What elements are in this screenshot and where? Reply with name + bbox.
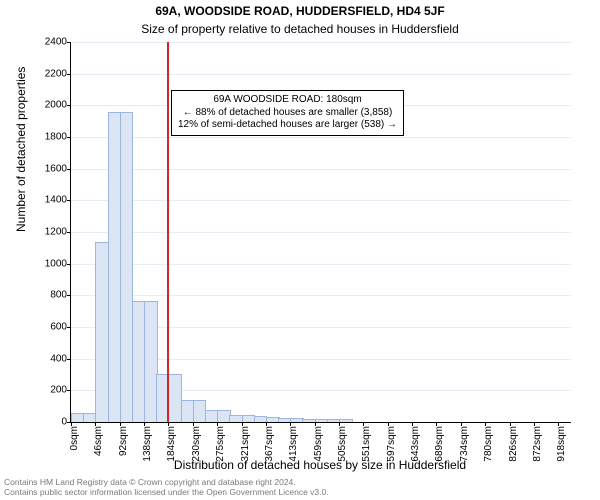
y-tick-label: 800: [50, 290, 67, 301]
x-tick-label: 597sqm: [386, 426, 397, 462]
chart-title: 69A, WOODSIDE ROAD, HUDDERSFIELD, HD4 5J…: [0, 4, 600, 18]
x-tick-label: 780sqm: [483, 426, 494, 462]
y-tick-mark: [67, 359, 71, 360]
y-tick-mark: [67, 390, 71, 391]
y-tick-label: 2200: [45, 68, 67, 79]
x-tick-label: 872sqm: [532, 426, 543, 462]
y-tick-mark: [67, 137, 71, 138]
gridline-h: [71, 200, 571, 201]
y-tick-label: 200: [50, 385, 67, 396]
reference-line: [167, 42, 169, 422]
y-tick-label: 600: [50, 322, 67, 333]
x-tick-label: 413sqm: [288, 426, 299, 462]
gridline-h: [71, 74, 571, 75]
y-axis-label: Number of detached properties: [14, 67, 28, 232]
annotation-line: 69A WOODSIDE ROAD: 180sqm: [178, 94, 397, 107]
x-tick-label: 46sqm: [93, 426, 104, 456]
annotation-box: 69A WOODSIDE ROAD: 180sqm ← 88% of detac…: [171, 90, 404, 136]
y-tick-mark: [67, 295, 71, 296]
y-tick-mark: [67, 264, 71, 265]
x-tick-label: 734sqm: [459, 426, 470, 462]
chart-subtitle: Size of property relative to detached ho…: [0, 22, 600, 36]
gridline-h: [71, 264, 571, 265]
y-tick-mark: [67, 42, 71, 43]
y-tick-label: 1000: [45, 258, 67, 269]
y-tick-label: 2400: [45, 37, 67, 48]
gridline-h: [71, 42, 571, 43]
chart-container: 69A, WOODSIDE ROAD, HUDDERSFIELD, HD4 5J…: [0, 0, 600, 500]
y-tick-mark: [67, 74, 71, 75]
x-tick-label: 918sqm: [556, 426, 567, 462]
x-tick-label: 184sqm: [166, 426, 177, 462]
y-tick-mark: [67, 327, 71, 328]
plot-area: 69A WOODSIDE ROAD: 180sqm ← 88% of detac…: [70, 42, 571, 423]
y-tick-label: 400: [50, 353, 67, 364]
y-tick-mark: [67, 232, 71, 233]
x-tick-label: 826sqm: [508, 426, 519, 462]
annotation-line: 12% of semi-detached houses are larger (…: [178, 119, 397, 132]
footer: Contains HM Land Registry data © Crown c…: [0, 478, 600, 498]
gridline-h: [71, 169, 571, 170]
x-tick-label: 321sqm: [240, 426, 251, 462]
x-tick-label: 230sqm: [191, 426, 202, 462]
x-tick-label: 643sqm: [410, 426, 421, 462]
x-tick-label: 689sqm: [434, 426, 445, 462]
x-tick-label: 505sqm: [337, 426, 348, 462]
x-tick-label: 459sqm: [313, 426, 324, 462]
y-tick-mark: [67, 200, 71, 201]
y-tick-label: 0: [61, 417, 67, 428]
gridline-h: [71, 295, 571, 296]
y-tick-mark: [67, 105, 71, 106]
x-tick-label: 367sqm: [264, 426, 275, 462]
x-tick-label: 138sqm: [142, 426, 153, 462]
gridline-h: [71, 137, 571, 138]
y-tick-label: 1600: [45, 163, 67, 174]
y-tick-mark: [67, 169, 71, 170]
footer-line: Contains public sector information licen…: [4, 488, 596, 498]
x-tick-label: 551sqm: [361, 426, 372, 462]
gridline-h: [71, 232, 571, 233]
y-tick-label: 1200: [45, 227, 67, 238]
x-tick-label: 92sqm: [118, 426, 129, 456]
x-tick-label: 275sqm: [215, 426, 226, 462]
histogram-bar: [339, 419, 353, 422]
x-axis-label: Distribution of detached houses by size …: [70, 458, 570, 472]
y-tick-label: 2000: [45, 100, 67, 111]
annotation-line: ← 88% of detached houses are smaller (3,…: [178, 107, 397, 120]
y-tick-label: 1400: [45, 195, 67, 206]
x-tick-label: 0sqm: [69, 426, 80, 450]
y-tick-label: 1800: [45, 132, 67, 143]
